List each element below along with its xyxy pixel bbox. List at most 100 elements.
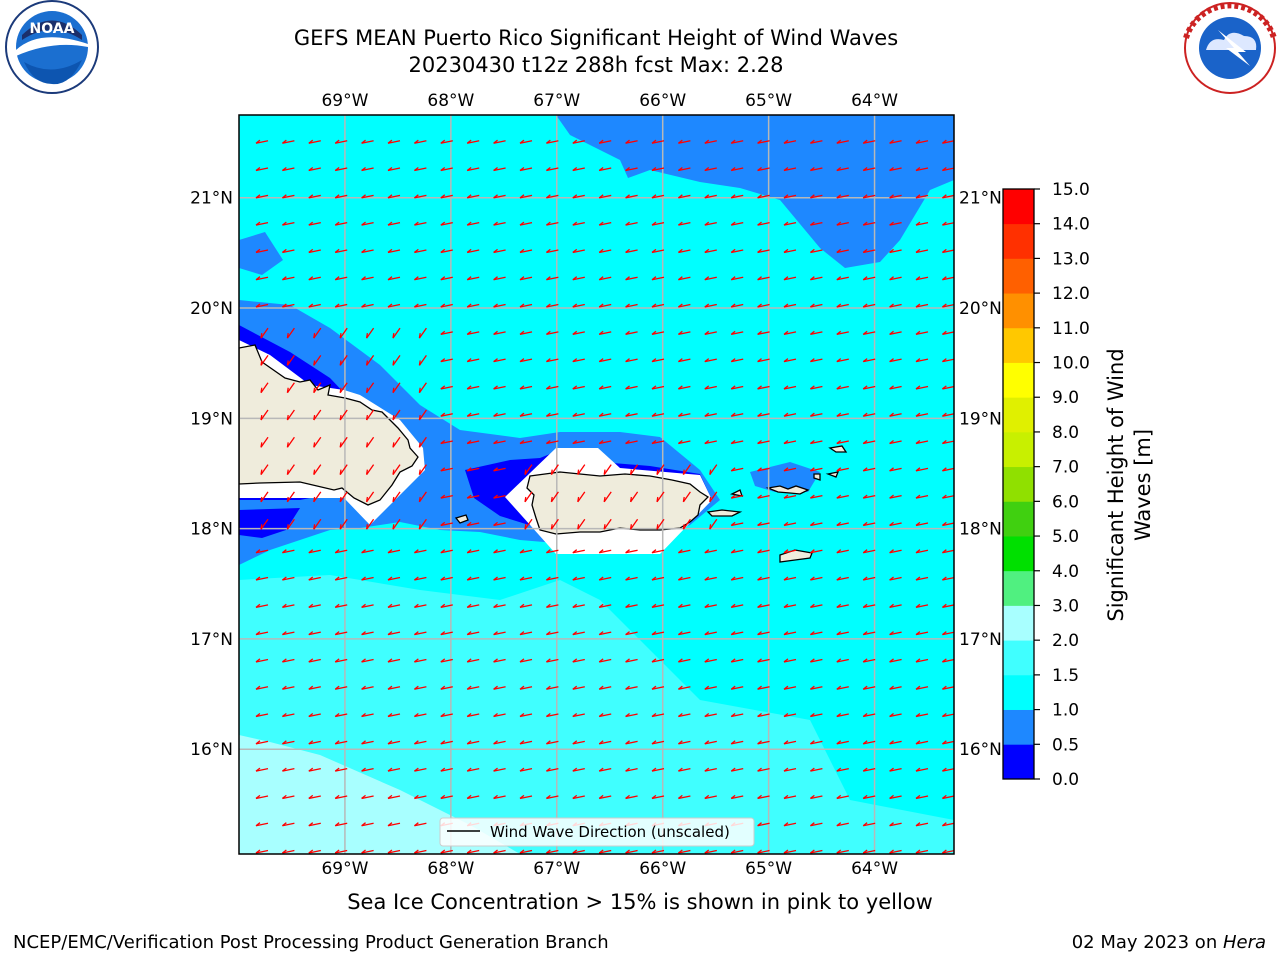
wave-arrow-head <box>915 385 921 390</box>
wave-arrow-head <box>603 496 606 503</box>
wave-arrow-head <box>361 576 366 581</box>
wave-arrow <box>863 631 876 636</box>
wave-arrow <box>704 249 717 254</box>
wave-arrow-head <box>546 166 551 172</box>
wave-arrow-head <box>730 385 736 390</box>
wave-arrow <box>942 467 954 472</box>
wave-arrow-head <box>625 549 630 554</box>
lat-label-left: 17°N <box>190 630 233 650</box>
wave-arrow-head <box>651 767 657 772</box>
colorbar-tick-label: 13.0 <box>1052 249 1090 269</box>
wave-arrow <box>335 140 348 144</box>
wave-arrow-head <box>493 549 498 554</box>
wave-arrow-head <box>836 631 842 636</box>
wave-arrow-head <box>810 358 815 363</box>
wave-arrow-head <box>942 248 947 253</box>
wave-arrow <box>942 140 954 144</box>
wave-arrow <box>414 795 427 800</box>
wave-arrow <box>678 549 691 554</box>
wave-arrow-head <box>629 496 633 503</box>
wave-arrow-head <box>651 194 657 199</box>
wave-arrow-head <box>862 412 868 417</box>
wave-arrow-head <box>889 221 894 226</box>
wave-arrow <box>783 713 797 718</box>
wave-arrow-head <box>308 303 314 308</box>
wave-arrow-head <box>440 194 446 199</box>
wave-arrow <box>599 167 612 172</box>
wave-arrow <box>651 222 665 226</box>
wave-arrow-head <box>598 658 604 663</box>
wave-arrow <box>414 140 427 144</box>
wave-arrow <box>942 631 954 636</box>
wave-arrow <box>467 795 480 800</box>
wave-arrow-head <box>783 712 789 718</box>
wave-arrow <box>783 167 797 172</box>
wave-arrow-head <box>730 494 736 499</box>
wave-arrow <box>836 768 849 772</box>
wave-arrow-head <box>546 685 551 690</box>
wave-arrow-head <box>546 248 551 253</box>
wave-arrow <box>731 522 744 527</box>
wave-arrow-head <box>414 576 419 581</box>
wave-arrow-head <box>598 221 604 226</box>
wave-arrow <box>577 464 586 475</box>
wave-arrow <box>889 604 902 608</box>
wave-arrow-head <box>334 712 340 718</box>
wave-arrow-head <box>757 467 762 472</box>
wave-arrow-head <box>915 685 921 690</box>
wave-arrow-head <box>414 631 419 636</box>
wave-arrow <box>418 518 427 530</box>
wave-arrow-head <box>308 658 314 663</box>
wave-arrow <box>731 140 744 144</box>
wave-arrow-head <box>440 467 446 472</box>
wave-arrow-head <box>678 576 683 581</box>
wave-arrow <box>942 713 954 718</box>
wave-arrow-head <box>889 494 894 499</box>
wave-arrow-head <box>519 412 525 417</box>
wave-arrow-head <box>678 139 683 144</box>
wave-arrow <box>519 140 533 144</box>
wave-arrow-head <box>260 524 263 530</box>
wave-arrow <box>757 604 770 608</box>
wave-arrow <box>836 631 849 636</box>
wave-arrow <box>651 303 665 308</box>
wave-arrow <box>731 222 744 226</box>
wave-arrow-head <box>308 631 314 636</box>
wave-arrow <box>757 194 770 199</box>
wave-arrow-head <box>418 387 421 393</box>
wave-arrow <box>519 604 533 608</box>
wave-arrow-head <box>260 333 263 339</box>
wave-arrow-head <box>889 166 894 172</box>
wave-arrow <box>810 549 823 554</box>
wave-arrow <box>260 464 269 475</box>
wave-arrow <box>255 822 269 827</box>
wave-arrow <box>709 491 718 503</box>
wave-arrow-head <box>392 333 395 339</box>
wave-arrow-head <box>361 685 366 690</box>
wave-arrow-head <box>519 303 525 308</box>
colorbar-swatch <box>1003 536 1034 572</box>
wave-arrow-head <box>678 412 683 417</box>
wave-arrow <box>625 604 638 608</box>
wave-arrow <box>651 631 665 636</box>
wave-arrow <box>810 385 823 390</box>
wave-arrow <box>836 686 849 690</box>
wave-arrow-head <box>862 248 868 253</box>
wave-arrow-head <box>286 360 289 366</box>
wave-arrow-head <box>678 248 683 253</box>
colorbar-tick-label: 8.0 <box>1052 423 1079 443</box>
wave-arrow <box>836 331 849 335</box>
wave-arrow <box>467 686 480 690</box>
wave-arrow <box>361 686 374 690</box>
colorbar-swatch <box>1003 744 1034 780</box>
wave-arrow <box>387 658 401 663</box>
wave-arrow <box>783 849 797 854</box>
wave-arrow-head <box>625 439 630 445</box>
chart-title: GEFS MEAN Puerto Rico Significant Height… <box>293 26 899 50</box>
wave-arrow-head <box>255 603 261 608</box>
wave-arrow <box>757 303 770 308</box>
wave-arrow-head <box>783 494 789 499</box>
wave-arrow <box>546 385 559 390</box>
wave-arrow-head <box>387 822 393 827</box>
wave-arrow-head <box>783 603 789 608</box>
